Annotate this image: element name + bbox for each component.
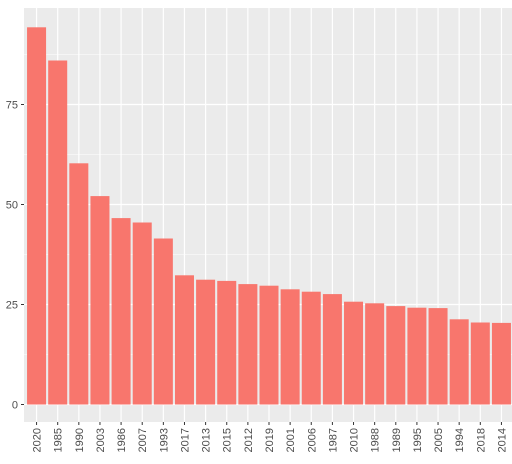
bar-2018 xyxy=(470,322,490,405)
axes: 0 25 50 75 2020 1985 1990 2003 1986 2007 1993 2017 2… xyxy=(6,100,509,453)
x-tick-label: 2013 xyxy=(201,428,213,452)
x-tick-label: 1987 xyxy=(327,428,339,452)
y-tick-label: 75 xyxy=(6,100,18,112)
bar-1990 xyxy=(69,163,89,405)
x-tick-label: 2010 xyxy=(349,428,361,452)
y-tick-label: 25 xyxy=(6,300,18,312)
x-tick-label: 1988 xyxy=(370,428,382,452)
x-tick-label: 2003 xyxy=(95,428,107,452)
x-tick-label: 2012 xyxy=(243,428,255,452)
x-tick-label: 2007 xyxy=(137,428,149,452)
x-tick-label: 1995 xyxy=(412,428,424,452)
x-tick-label: 1985 xyxy=(53,428,65,452)
bar-1988 xyxy=(365,303,385,405)
bar-2017 xyxy=(174,275,194,405)
bar-2019 xyxy=(259,285,279,405)
bar-1993 xyxy=(153,238,173,405)
bar-2006 xyxy=(301,291,321,405)
bar-1989 xyxy=(386,306,406,405)
x-tick-label: 1994 xyxy=(454,428,466,452)
x-tick-label: 1989 xyxy=(391,428,403,452)
x-tick-label: 1993 xyxy=(158,428,170,452)
bar-2015 xyxy=(217,280,237,405)
bar-1995 xyxy=(407,307,427,405)
bar-2020 xyxy=(27,27,47,405)
x-tick-label: 2001 xyxy=(285,428,297,452)
bars xyxy=(27,27,511,405)
x-tick-label: 2019 xyxy=(264,428,276,452)
x-tick-label: 1986 xyxy=(116,428,128,452)
x-tick-label: 2006 xyxy=(306,428,318,452)
bar-1994 xyxy=(449,319,469,405)
x-tick-label: 1990 xyxy=(74,428,86,452)
bar-1985 xyxy=(48,60,68,405)
bar-2001 xyxy=(280,289,300,405)
bar-1986 xyxy=(111,218,131,405)
x-tick-label: 2018 xyxy=(475,428,487,452)
bar-2003 xyxy=(90,196,110,405)
bar-2010 xyxy=(344,301,364,405)
x-tick-label: 2020 xyxy=(32,428,44,452)
y-tick-label: 50 xyxy=(6,200,18,212)
x-tick-label: 2014 xyxy=(496,428,508,452)
bar-2014 xyxy=(491,322,511,405)
bar-2012 xyxy=(238,284,258,405)
x-tick-label: 2005 xyxy=(433,428,445,452)
bar-1987 xyxy=(322,294,342,405)
bar-2013 xyxy=(196,279,216,405)
y-tick-label: 0 xyxy=(12,400,18,412)
x-tick-label: 2017 xyxy=(179,428,191,452)
x-tick-label: 2015 xyxy=(222,428,234,452)
bar-2005 xyxy=(428,308,448,405)
bar-2007 xyxy=(132,222,152,405)
